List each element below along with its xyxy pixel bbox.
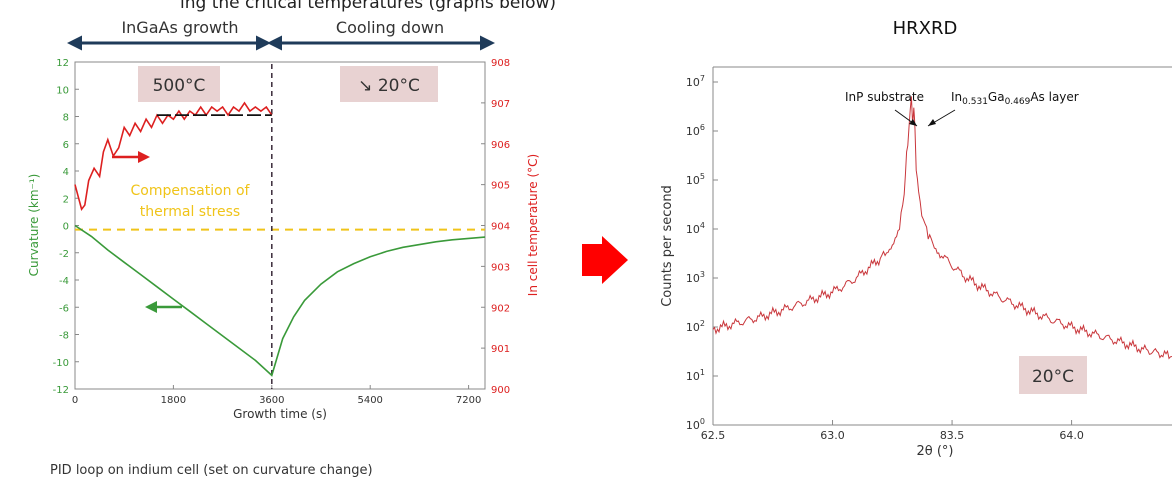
- log-y-tick-label: 102: [686, 319, 705, 334]
- y-right-tick-label: 906: [491, 140, 510, 151]
- theta-x-axis-ticks: 62.5 63.0 83.5 64.0: [701, 420, 1084, 442]
- green-axis-arrow: [145, 301, 182, 313]
- right-y-axis-ticks: 908 907 906 905 904 903 902 901 900: [481, 58, 510, 396]
- xrd-temp-badge-bg: [1019, 356, 1087, 394]
- log-y-tick-label: 101: [686, 368, 705, 383]
- y-left-tick-label: 8: [63, 113, 69, 124]
- theta-x-tick-label: 83.5: [940, 429, 965, 442]
- red-axis-arrow: [112, 151, 150, 163]
- annotation-arrow-left-head: [909, 119, 917, 126]
- annotation-inp-substrate: InP substrate: [845, 90, 924, 104]
- xrd-series-line: [712, 96, 1172, 360]
- y-right-tick-label: 903: [491, 262, 510, 273]
- x-tick-label: 5400: [357, 395, 382, 406]
- y-right-tick-label: 901: [491, 344, 510, 355]
- xrd-y-axis-label: Counts per second: [660, 185, 675, 307]
- temp-badge-500-bg: [138, 66, 220, 102]
- y-left-tick-label: 4: [63, 167, 69, 178]
- temp-badge-500: 500°C: [153, 76, 206, 96]
- y-left-tick-label: -4: [59, 276, 69, 287]
- left-plot-frame: [74, 61, 486, 390]
- y-axis-label-right: In cell temperature (°C): [526, 154, 540, 296]
- hrxrd-title: HRXRD: [893, 18, 958, 39]
- log-y-tick-label: 103: [686, 270, 705, 285]
- curvature-series-line: [74, 224, 486, 377]
- annotation-arrow-right-head: [928, 119, 936, 126]
- phase-label-growth: InGaAs growth: [121, 18, 238, 37]
- theta-x-tick-label: 63.0: [820, 429, 845, 442]
- left-y-axis-ticks: 12 10 8 6 4 2 0 -2 -4 -6 -8 -10 -12: [53, 58, 79, 396]
- log-y-tick-label: 107: [686, 74, 705, 89]
- y-left-tick-label: -8: [59, 331, 69, 342]
- x-axis-ticks: 0 1800 3600 5400 7200: [72, 385, 481, 406]
- compensation-label-line1: Compensation of: [131, 183, 251, 199]
- temp-badge-20-bg: [340, 66, 438, 102]
- y-right-tick-label: 904: [491, 222, 510, 233]
- x-tick-label: 7200: [456, 395, 481, 406]
- y-right-tick-label: 900: [491, 385, 510, 396]
- log-y-tick-label: 104: [686, 221, 705, 236]
- header-text: ing the critical temperatures (graphs be…: [180, 0, 556, 13]
- y-right-tick-label: 907: [491, 99, 510, 110]
- y-right-tick-label: 908: [491, 58, 510, 69]
- y-right-tick-label: 902: [491, 303, 510, 314]
- y-left-tick-label: 2: [63, 194, 69, 205]
- y-left-tick-label: 0: [63, 222, 69, 233]
- y-left-tick-label: -10: [53, 358, 69, 369]
- footer-caption: PID loop on indium cell (set on curvatur…: [50, 463, 373, 478]
- y-axis-label-left: Curvature (km⁻¹): [27, 174, 41, 277]
- xrd-temp-badge: 20°C: [1032, 367, 1074, 387]
- y-right-tick-label: 905: [491, 181, 510, 192]
- theta-x-tick-label: 62.5: [701, 429, 726, 442]
- annotation-ingaas-layer: In0.531Ga0.469As layer: [951, 90, 1079, 107]
- x-axis-label: Growth time (s): [233, 407, 327, 421]
- log-y-tick-label: 105: [686, 172, 705, 187]
- y-left-tick-label: 10: [56, 85, 69, 96]
- y-left-tick-label: -6: [59, 303, 69, 314]
- temp-badge-20: ↘ 20°C: [358, 76, 420, 96]
- x-tick-label: 3600: [259, 395, 284, 406]
- y-left-tick-label: -2: [59, 249, 69, 260]
- y-left-tick-label: -12: [53, 385, 69, 396]
- log-y-tick-label: 100: [686, 417, 705, 432]
- y-left-tick-label: 12: [56, 58, 69, 69]
- log-y-axis-ticks: 107 106 105 104 103 102 101 100: [686, 74, 718, 432]
- hrxrd-chart: HRXRD 107 106 105 104 103 102 101 100 62.5 63.0 8…: [660, 18, 1172, 459]
- x-tick-label: 0: [72, 395, 78, 406]
- compensation-label-line2: thermal stress: [140, 204, 240, 220]
- curvature-chart: InGaAs growth Cooling down 12 10 8 6 4 2 0 -2 -4…: [27, 18, 540, 421]
- y-left-tick-label: 6: [63, 140, 69, 151]
- log-y-tick-label: 106: [686, 123, 705, 138]
- xrd-x-axis-label: 2θ (°): [916, 444, 953, 459]
- phase-label-cooling: Cooling down: [336, 18, 444, 37]
- x-tick-label: 1800: [161, 395, 186, 406]
- theta-x-tick-label: 64.0: [1059, 429, 1084, 442]
- transition-arrow-icon: [582, 236, 628, 284]
